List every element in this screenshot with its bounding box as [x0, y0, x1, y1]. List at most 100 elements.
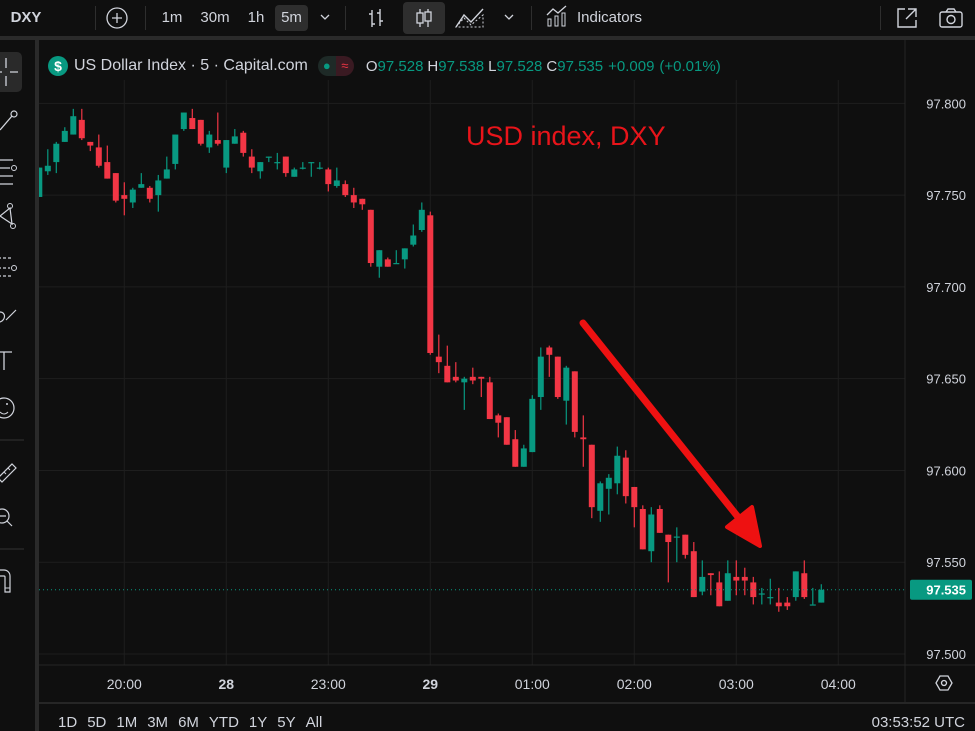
range-3m[interactable]: 3M: [147, 714, 169, 731]
candle: [682, 534, 689, 559]
brush-icon[interactable]: [0, 309, 17, 323]
candle-body: [39, 167, 43, 197]
candle-body: [631, 486, 638, 508]
candle-body: [61, 130, 68, 142]
interval-1m[interactable]: 1m: [161, 9, 183, 26]
crosshair-icon[interactable]: [0, 52, 22, 92]
candle-body: [546, 347, 553, 355]
candle-body: [580, 437, 587, 440]
camera-icon[interactable]: [938, 6, 964, 30]
candle-body: [716, 582, 723, 607]
candle: [180, 112, 187, 131]
range-ytd[interactable]: YTD: [208, 714, 239, 731]
trend-line-icon[interactable]: [0, 110, 18, 131]
text-icon[interactable]: [0, 351, 12, 370]
candle-body: [461, 378, 468, 383]
candle: [146, 185, 153, 203]
candle: [172, 134, 179, 170]
interval-1h[interactable]: 1h: [247, 9, 265, 26]
share-external-icon[interactable]: [895, 6, 919, 30]
candle: [282, 156, 289, 177]
candle-body: [750, 582, 757, 598]
candle: [163, 156, 170, 179]
candle: [308, 162, 315, 177]
chevron-down-icon[interactable]: [318, 12, 332, 22]
chevron-down-icon[interactable]: [502, 12, 516, 22]
candle: [78, 108, 85, 141]
current-price-line: 97.535: [39, 579, 972, 600]
grid: [39, 80, 905, 665]
candle: [469, 367, 476, 385]
candle-body: [707, 573, 714, 576]
down-arrow-annotation: [579, 319, 762, 548]
candle-body: [665, 534, 672, 543]
zoom-icon[interactable]: [0, 508, 13, 527]
candle: [299, 162, 306, 170]
candle-body: [87, 141, 94, 146]
ruler-icon[interactable]: [0, 463, 17, 483]
chart-settings-icon[interactable]: [935, 675, 953, 691]
candle-body: [410, 235, 417, 245]
candle-body: [138, 184, 145, 188]
candle-body: [95, 147, 102, 166]
projection-icon[interactable]: [0, 257, 17, 277]
clock[interactable]: 03:53:52 UTC: [871, 714, 965, 731]
candle: [274, 152, 281, 170]
candle-body: [163, 169, 170, 179]
candle: [104, 145, 111, 179]
divider: [39, 702, 975, 704]
candle-body: [529, 398, 536, 453]
interval-30m[interactable]: 30m: [200, 9, 230, 26]
candle-body: [469, 376, 476, 381]
time-tick-label: 20:00: [107, 676, 142, 692]
symbol-title[interactable]: US Dollar Index · 5 · Capital.com: [74, 57, 308, 74]
candle-body: [648, 514, 655, 552]
candle-body: [639, 508, 646, 550]
candle-body: [452, 376, 459, 381]
interval-5m[interactable]: 5m: [275, 5, 308, 31]
candle: [427, 211, 434, 355]
candle-body: [342, 184, 349, 196]
area-chart-type-icon[interactable]: [454, 5, 486, 31]
range-5d[interactable]: 5D: [87, 714, 107, 731]
high-value: 97.538: [438, 57, 485, 75]
compare-add-icon[interactable]: [105, 6, 129, 30]
candle: [316, 162, 323, 170]
candle-body: [690, 551, 697, 598]
candle-body: [214, 140, 221, 144]
candle-body: [44, 165, 51, 172]
range-6m[interactable]: 6M: [178, 714, 199, 731]
symbol-search-button[interactable]: DXY: [0, 5, 56, 31]
candle-body: [359, 198, 366, 205]
candles-chart-type-button[interactable]: [403, 2, 445, 34]
candle: [121, 182, 128, 216]
time-axis[interactable]: 20:00 28 23:00 29 01:00 02:00 03:00 04:00: [39, 664, 975, 692]
range-all[interactable]: All: [305, 714, 323, 731]
bar-chart-type-icon[interactable]: [364, 6, 388, 30]
candle-body: [656, 508, 663, 533]
candle-body: [78, 119, 85, 139]
candle: [444, 345, 451, 383]
pattern-icon[interactable]: [0, 203, 16, 229]
emoji-icon[interactable]: [0, 397, 15, 419]
fib-lines-icon[interactable]: [0, 159, 17, 185]
candle: [656, 505, 663, 533]
candle-body: [444, 365, 451, 383]
candle: [401, 248, 408, 269]
magnet-icon[interactable]: [0, 569, 11, 593]
indicators-button[interactable]: Indicators: [545, 5, 665, 31]
price-axis[interactable]: 97.800 97.750 97.700 97.650 97.600 97.550 97.5…: [904, 40, 966, 702]
range-1d[interactable]: 1D: [58, 714, 78, 731]
candle-body: [622, 457, 629, 497]
candle-body: [401, 248, 408, 260]
chart-panel[interactable]: [39, 40, 975, 731]
market-status-toggle[interactable]: ● ≈: [317, 56, 354, 76]
range-1y[interactable]: 1Y: [248, 714, 268, 731]
candle: [486, 376, 493, 420]
range-1m[interactable]: 1M: [116, 714, 138, 731]
candle-body: [180, 112, 187, 130]
candle: [758, 587, 765, 605]
time-tick-label: 01:00: [515, 676, 550, 692]
range-5y[interactable]: 5Y: [277, 714, 296, 731]
